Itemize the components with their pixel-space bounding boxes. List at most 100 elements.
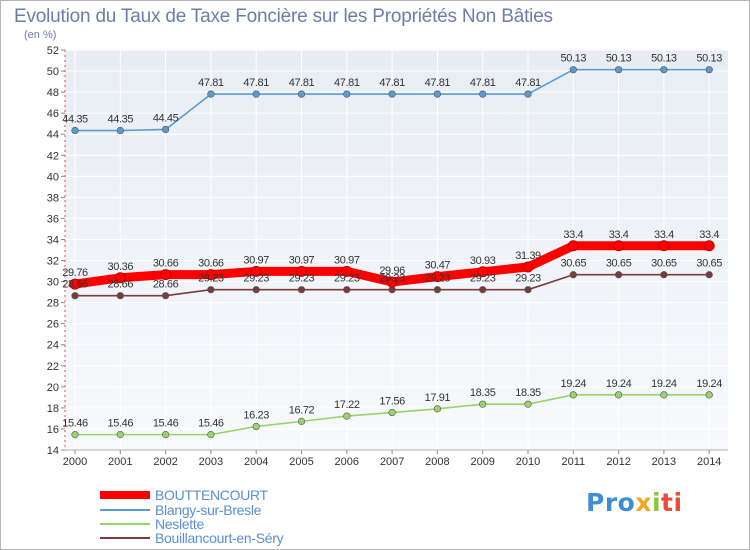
data-label: 47.81: [470, 77, 496, 89]
data-label: 30.47: [425, 260, 451, 272]
y-tick-label: 40: [47, 171, 59, 183]
data-label: 15.46: [62, 418, 88, 430]
y-tick-label: 50: [47, 66, 59, 78]
data-point: [341, 265, 353, 277]
data-point: [524, 400, 532, 408]
data-point: [297, 286, 306, 294]
data-point: [250, 265, 262, 277]
data-label: 29.76: [62, 267, 88, 279]
data-label: 30.97: [334, 254, 360, 266]
data-label: 29.23: [334, 273, 360, 285]
data-label: 33.4: [699, 229, 719, 241]
data-label: 47.81: [515, 77, 541, 89]
data-label: 19.24: [561, 378, 587, 390]
data-point: [524, 90, 532, 98]
data-label: 29.23: [470, 273, 496, 285]
x-tick-label: 2002: [153, 456, 177, 468]
y-tick-label: 44: [47, 129, 59, 141]
data-label: 33.4: [563, 229, 583, 241]
data-point: [433, 286, 442, 294]
legend-item-bouttencourt[interactable]: BOUTTENCOURT: [100, 487, 360, 503]
y-tick-label: 16: [47, 424, 59, 436]
data-point: [207, 431, 215, 439]
data-label: 16.23: [243, 410, 269, 422]
data-point: [569, 271, 577, 279]
data-point: [252, 286, 260, 294]
x-tick-label: 2011: [561, 456, 585, 468]
x-tick-label: 2004: [244, 456, 268, 468]
y-tick-label: 24: [47, 340, 59, 352]
data-point: [703, 240, 715, 252]
data-label: 31.39: [515, 250, 541, 262]
data-label: 30.93: [470, 255, 496, 267]
data-point: [660, 271, 668, 279]
data-point: [252, 90, 260, 98]
data-label: 33.4: [609, 229, 629, 241]
data-label: 19.24: [696, 378, 722, 390]
chart-title: Evolution du Taux de Taxe Foncière sur l…: [14, 6, 553, 27]
data-point: [296, 265, 307, 277]
y-tick-label: 26: [47, 319, 59, 331]
y-tick-label: 36: [47, 213, 59, 225]
data-label: 47.81: [334, 77, 360, 89]
y-tick-label: 18: [47, 403, 59, 415]
data-label: 47.81: [379, 77, 405, 89]
data-label: 18.35: [470, 387, 496, 399]
data-label: 50.13: [696, 53, 722, 65]
data-label: 29.23: [515, 273, 541, 285]
legend-item-bouillancourt-en-sery[interactable]: Bouillancourt-en-Séry: [100, 530, 360, 546]
data-point: [522, 261, 534, 273]
data-point: [569, 391, 577, 399]
data-point: [162, 292, 170, 300]
legend-swatch-blangy-sur-bresle: [100, 509, 150, 511]
legend-swatch-neslette: [100, 523, 150, 525]
data-label: 30.65: [606, 258, 632, 270]
data-label: 19.24: [651, 378, 677, 390]
data-label: 17.56: [379, 396, 405, 408]
y-tick-label: 32: [47, 256, 59, 268]
data-point: [388, 408, 396, 417]
y-axis-unit: (en %): [24, 29, 57, 41]
data-label: 30.65: [651, 258, 677, 270]
data-label: 15.46: [198, 418, 224, 430]
data-label: 47.81: [289, 77, 315, 89]
data-label: 30.36: [108, 261, 134, 273]
y-tick-label: 38: [47, 192, 59, 204]
data-point: [116, 431, 124, 439]
x-tick-label: 2012: [606, 456, 630, 468]
x-tick-label: 2003: [199, 456, 223, 468]
data-point: [116, 126, 124, 135]
data-label: 19.24: [606, 378, 632, 390]
y-tick-label: 42: [47, 150, 59, 162]
data-point: [477, 266, 489, 278]
data-label: 30.66: [153, 258, 179, 270]
data-label: 44.45: [153, 112, 179, 124]
legend-item-neslette[interactable]: Neslette: [100, 516, 360, 532]
data-point: [386, 276, 398, 288]
data-point: [479, 90, 487, 98]
y-tick-label: 20: [47, 382, 59, 394]
data-label: 47.81: [198, 77, 224, 89]
data-point: [705, 66, 713, 74]
data-point: [433, 90, 442, 98]
data-point: [71, 431, 79, 439]
data-label: 28.66: [108, 279, 134, 291]
data-label: 50.13: [651, 53, 677, 65]
data-label: 29.23: [198, 273, 224, 285]
data-point: [207, 90, 215, 98]
x-tick-label: 2013: [652, 456, 676, 468]
data-point: [205, 269, 217, 281]
data-point: [479, 286, 487, 294]
data-label: 30.66: [198, 258, 224, 270]
data-point: [343, 412, 351, 420]
data-label: 29.23: [243, 273, 269, 285]
legend-item-blangy-sur-bresle[interactable]: Blangy-sur-Bresle: [100, 502, 360, 518]
data-point: [162, 125, 170, 134]
data-label: 17.22: [334, 399, 360, 411]
data-point: [252, 422, 260, 431]
data-point: [114, 272, 126, 284]
data-point: [207, 286, 215, 294]
x-tick-label: 2001: [108, 456, 132, 468]
data-label: 50.13: [561, 53, 587, 65]
